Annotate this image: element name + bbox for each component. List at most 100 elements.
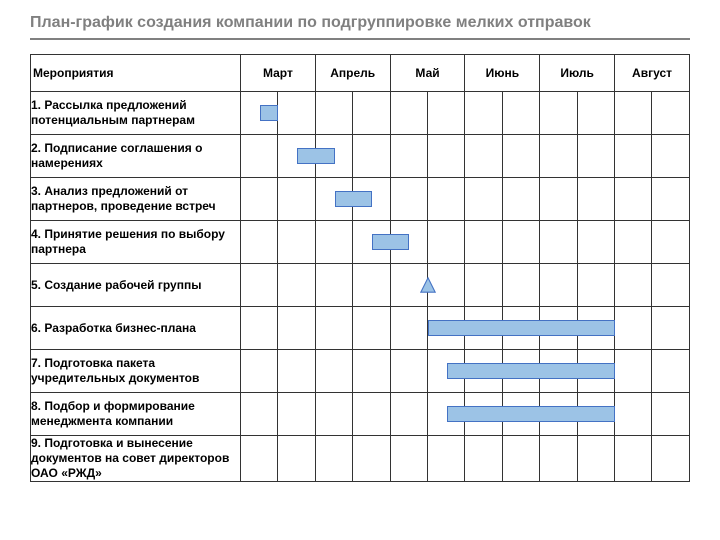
grid-cell xyxy=(315,393,352,436)
grid-cell xyxy=(390,264,427,307)
grid-cell xyxy=(502,92,539,135)
grid-cell xyxy=(615,436,652,482)
task-label: 8. Подбор и формирование менеджмента ком… xyxy=(31,393,241,436)
grid-cell xyxy=(615,307,652,350)
grid-cell xyxy=(278,350,315,393)
month-header: Март xyxy=(241,55,316,92)
grid-cell xyxy=(278,307,315,350)
grid-cell xyxy=(428,221,465,264)
grid-cell xyxy=(241,135,278,178)
month-header: Май xyxy=(390,55,465,92)
grid-cell xyxy=(465,350,502,393)
grid-cell xyxy=(241,436,278,482)
grid-cell xyxy=(540,264,577,307)
grid-cell xyxy=(652,350,690,393)
grid-cell xyxy=(615,264,652,307)
task-label: 4. Принятие решения по выбору партнера xyxy=(31,221,241,264)
month-header: Июль xyxy=(540,55,615,92)
task-label: 1. Рассылка предложений потенциальным па… xyxy=(31,92,241,135)
grid-cell xyxy=(390,135,427,178)
grid-cell xyxy=(577,264,614,307)
task-label: 9. Подготовка и вынесение документов на … xyxy=(31,436,241,482)
grid-cell xyxy=(428,178,465,221)
grid-cell xyxy=(315,221,352,264)
grid-cell xyxy=(465,178,502,221)
grid-cell xyxy=(615,92,652,135)
grid-cell xyxy=(465,221,502,264)
grid-cell xyxy=(315,178,352,221)
grid-cell xyxy=(652,178,690,221)
grid-cell xyxy=(465,436,502,482)
grid-cell xyxy=(577,92,614,135)
grid-cell xyxy=(577,393,614,436)
grid-cell xyxy=(577,135,614,178)
grid-cell xyxy=(652,221,690,264)
task-label: 2. Подписание соглашения о намерениях xyxy=(31,135,241,178)
grid-cell xyxy=(241,221,278,264)
grid-cell xyxy=(502,350,539,393)
page-title: План-график создания компании по подгруп… xyxy=(30,14,690,32)
grid-cell xyxy=(428,393,465,436)
grid-cell xyxy=(390,436,427,482)
grid-cell xyxy=(502,264,539,307)
grid-cell xyxy=(315,307,352,350)
grid-cell xyxy=(540,221,577,264)
grid-cell xyxy=(615,350,652,393)
grid-cell xyxy=(540,307,577,350)
grid-cell xyxy=(278,178,315,221)
grid-cell xyxy=(315,92,352,135)
grid-cell xyxy=(428,307,465,350)
grid-cell xyxy=(390,307,427,350)
grid-cell xyxy=(241,350,278,393)
grid-cell xyxy=(577,307,614,350)
header-task: Мероприятия xyxy=(31,55,241,92)
grid-cell xyxy=(577,350,614,393)
grid-cell xyxy=(390,350,427,393)
task-label: 6. Разработка бизнес-плана xyxy=(31,307,241,350)
grid-cell xyxy=(540,436,577,482)
grid-cell xyxy=(390,92,427,135)
grid-cell xyxy=(353,135,390,178)
grid-cell xyxy=(502,393,539,436)
grid-cell xyxy=(353,92,390,135)
grid-cell xyxy=(278,393,315,436)
grid-cell xyxy=(540,178,577,221)
grid-cell xyxy=(652,393,690,436)
grid-cell xyxy=(652,92,690,135)
grid-cell xyxy=(278,264,315,307)
grid-cell xyxy=(465,264,502,307)
grid-cell xyxy=(278,436,315,482)
grid-cell xyxy=(241,307,278,350)
grid-cell xyxy=(428,436,465,482)
grid-cell xyxy=(465,92,502,135)
grid-cell xyxy=(465,307,502,350)
grid-cell xyxy=(241,92,278,135)
grid-cell xyxy=(652,436,690,482)
grid-cell xyxy=(428,264,465,307)
grid-cell xyxy=(465,135,502,178)
grid-cell xyxy=(540,393,577,436)
grid-cell xyxy=(652,307,690,350)
grid-cell xyxy=(278,92,315,135)
grid-cell xyxy=(241,393,278,436)
grid-cell xyxy=(428,135,465,178)
grid-cell xyxy=(540,135,577,178)
grid-cell xyxy=(502,221,539,264)
task-label: 3. Анализ предложений от партнеров, пров… xyxy=(31,178,241,221)
grid-cell xyxy=(428,350,465,393)
task-label: 7. Подготовка пакета учредительных докум… xyxy=(31,350,241,393)
grid-cell xyxy=(353,221,390,264)
grid-cell xyxy=(353,436,390,482)
grid-cell xyxy=(428,92,465,135)
grid-cell xyxy=(577,436,614,482)
grid-cell xyxy=(315,135,352,178)
grid-cell xyxy=(615,135,652,178)
grid-cell xyxy=(353,393,390,436)
grid-cell xyxy=(353,178,390,221)
grid-cell xyxy=(278,135,315,178)
grid-cell xyxy=(652,135,690,178)
grid-cell xyxy=(315,350,352,393)
grid-cell xyxy=(390,178,427,221)
grid-cell xyxy=(540,92,577,135)
grid-cell xyxy=(502,135,539,178)
